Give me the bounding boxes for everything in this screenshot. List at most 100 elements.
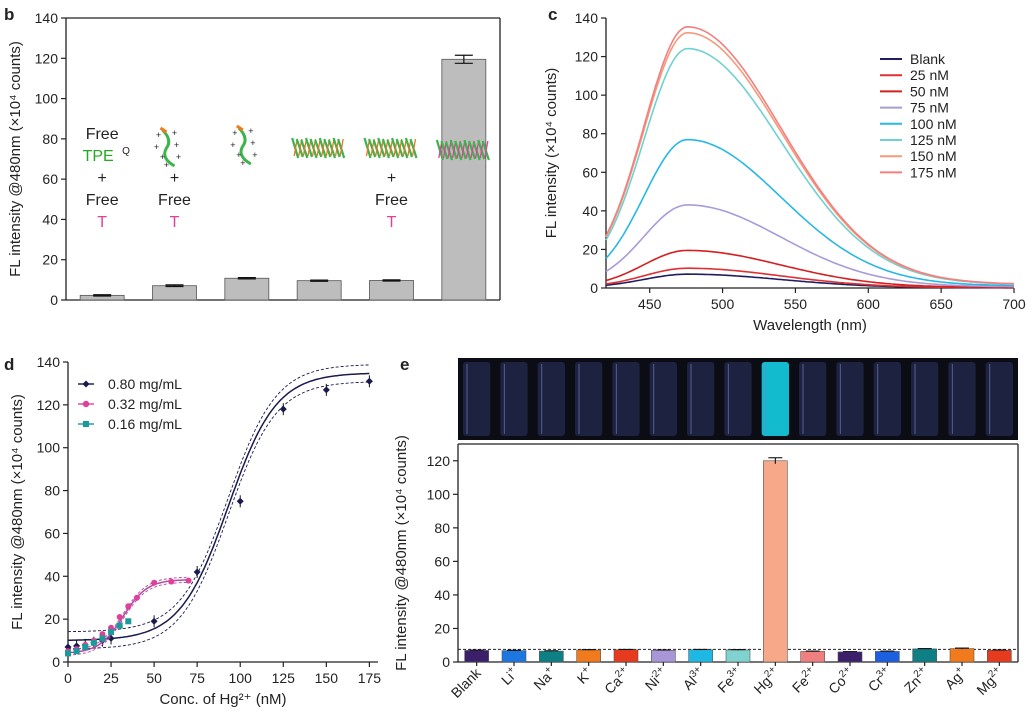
c-legend-label: 100 nM [910, 116, 957, 132]
e-vial [463, 362, 491, 436]
c-x-tick-label: 450 [638, 296, 662, 312]
d-point-diamond [322, 386, 330, 394]
e-x-tick-label: Cr3+ [864, 664, 895, 695]
b-assembly-fiber [461, 140, 466, 159]
b-bar [152, 285, 197, 301]
d-y-tick-label: 100 [37, 440, 61, 456]
b-bar [224, 277, 270, 301]
c-y-label: FL intensity (×10⁴ counts) [543, 68, 560, 239]
d-point-square [90, 639, 97, 646]
e-bar [875, 651, 900, 663]
e-vial [836, 362, 864, 436]
e-vial [761, 362, 789, 436]
d-x-tick-label: 75 [189, 670, 205, 686]
e-vial [687, 362, 715, 436]
e-x-tick-label: Ag+ [941, 664, 969, 692]
d-point-circle [185, 577, 192, 584]
b-charge-plus-icon: + [174, 140, 179, 150]
b-charge-plus-icon: + [236, 150, 241, 160]
panel-label-d: d [4, 355, 14, 374]
d-point-diamond [365, 377, 373, 385]
e-bar [501, 650, 527, 663]
b-annotation-text: TPE [83, 148, 114, 165]
d-y-tick-label: 0 [52, 654, 60, 670]
e-vial [948, 362, 976, 436]
b-y-tick-label: 80 [42, 131, 58, 147]
d-point-circle [116, 614, 123, 620]
d-point-circle [125, 603, 132, 610]
b-y-tick-label: 60 [42, 171, 58, 187]
e-x-tick-label: Mg2+ [973, 664, 1007, 698]
e-vial [500, 362, 528, 436]
d-point-square [99, 635, 106, 642]
e-vial [799, 362, 827, 436]
b-illustration [435, 139, 490, 161]
b-assembly-fiber [484, 140, 489, 159]
d-legend-label: 0.16 mg/mL [108, 416, 182, 432]
b-charge-plus-icon: + [248, 126, 253, 136]
b-assembly-fiber [388, 138, 394, 157]
b-charge-plus-icon: + [160, 152, 165, 162]
e-x-tick-label: K+ [573, 664, 596, 687]
panel-b: 0 20 40 60 80 100 120 140 FL intensity @480nm (×… [7, 10, 501, 308]
c-y-tick-label: 60 [582, 164, 598, 180]
d-y-tick-label: 120 [37, 397, 61, 413]
d-point-square [73, 648, 80, 655]
e-x-tick-label: Al3+ [679, 664, 708, 693]
c-x-label: Wavelength (nm) [753, 317, 867, 334]
d-legend-label: 0.80 mg/mL [108, 376, 182, 392]
e-vial [873, 362, 901, 436]
d-point-diamond [64, 643, 72, 651]
d-legend-marker [82, 400, 90, 408]
d-point-square [116, 622, 123, 629]
b-illustration: + ++ ++ ++ [154, 126, 181, 170]
d-y-tick-label: 60 [44, 525, 60, 541]
b-charge-plus-icon: + [176, 152, 181, 162]
b-annotation-superscript: Q [122, 146, 130, 157]
e-bar [688, 649, 713, 663]
b-charge-plus-icon: + [156, 130, 161, 140]
d-x-tick-label: 50 [146, 670, 162, 686]
e-y-tick-label: 100 [427, 486, 451, 502]
b-annotation-text: Free [375, 192, 408, 209]
c-legend-label: 75 nM [910, 100, 949, 116]
d-y-tick-label: 40 [44, 568, 60, 584]
e-vial [612, 362, 640, 436]
d-x-tick-label: 25 [103, 670, 119, 686]
b-assembly-fiber [330, 138, 335, 157]
d-point-circle [151, 579, 158, 586]
c-series-line [605, 25, 1015, 285]
e-y-tick-label: 0 [442, 654, 450, 670]
b-bar [441, 58, 487, 301]
c-y-tick-label: 140 [575, 10, 599, 26]
b-y-tick-label: 120 [35, 50, 59, 66]
c-legend-label: 150 nM [910, 148, 957, 164]
e-y-tick-label: 60 [434, 553, 450, 569]
e-bar [800, 651, 825, 663]
b-charge-plus-icon: + [164, 160, 169, 170]
b-annotation-text: + [387, 170, 396, 187]
b-charge-plus-icon: + [250, 138, 255, 148]
d-point-square [65, 650, 71, 657]
d-y-label: FL intensity @480nm (×10⁴ counts) [9, 394, 26, 630]
e-y-tick-label: 80 [434, 520, 450, 536]
b-annotation-text: Free [86, 126, 119, 143]
c-legend-label: 125 nM [910, 132, 957, 148]
b-y-tick-label: 0 [50, 292, 58, 308]
b-annotation-text: T [387, 214, 397, 231]
e-bar [837, 651, 863, 663]
e-bar [949, 648, 975, 663]
c-series-line [605, 138, 1014, 287]
b-polymer-strand [161, 128, 176, 168]
c-legend-label: Blank [910, 51, 946, 67]
d-x-tick-label: 100 [229, 670, 253, 686]
e-bar [987, 649, 1012, 663]
c-legend-label: 25 nM [910, 67, 949, 83]
panel-label-e: e [400, 355, 409, 374]
e-x-tick-label: Zn2+ [900, 664, 932, 696]
e-vial [649, 362, 677, 436]
b-charge-plus-icon: + [252, 150, 257, 160]
b-assembly-fiber [447, 140, 452, 159]
e-x-tick-label: Li+ [497, 664, 521, 688]
